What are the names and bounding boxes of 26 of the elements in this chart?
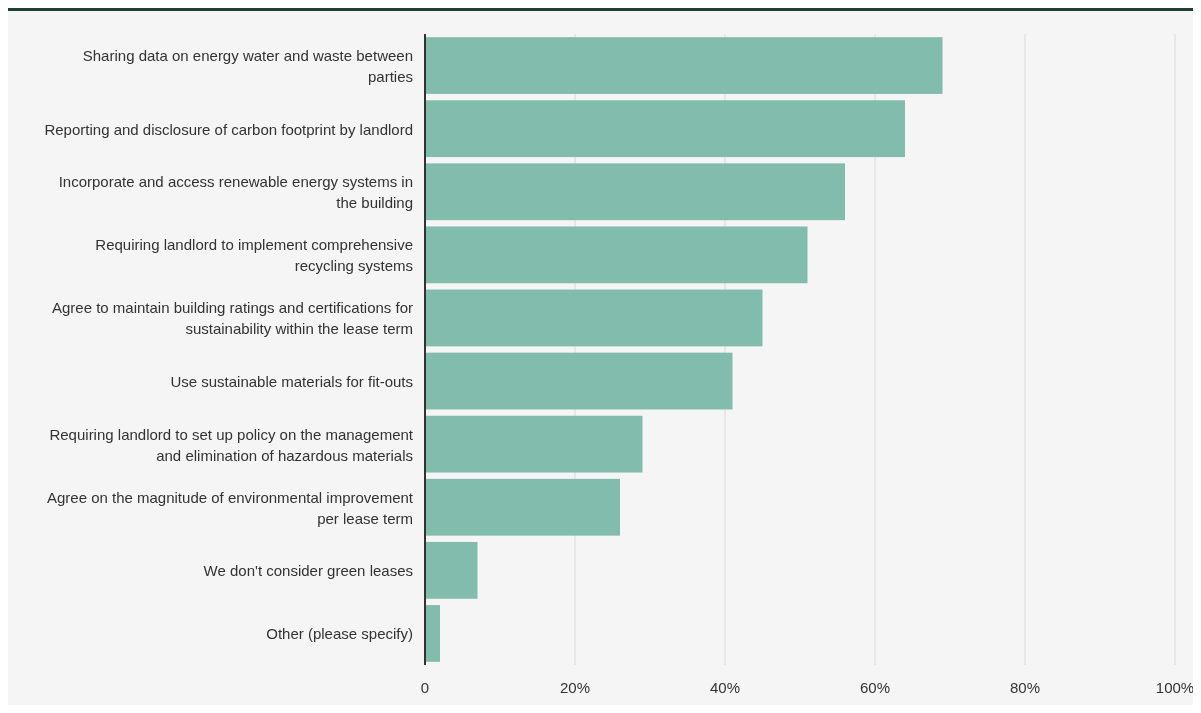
bar — [425, 163, 845, 221]
y-tick-label: Use sustainable materials for fit-outs — [170, 372, 413, 390]
y-tick-label: Sharing data on energy water and waste between parties — [82, 46, 413, 85]
x-tick-label: 100% — [1155, 679, 1195, 696]
bar — [425, 289, 763, 347]
y-tick-label: Reporting and disclosure of carbon footprint by landlord — [44, 120, 413, 138]
y-tick-label: Other (please specify) — [266, 624, 413, 642]
bar — [425, 478, 620, 536]
y-tick-label: Agree to maintain building ratings and certifications for sustainability within the lease term — [51, 298, 413, 337]
y-tick-label: We don't consider green leases — [203, 561, 413, 579]
x-tick-label: 40% — [709, 679, 741, 696]
x-tick-label: 0 — [420, 679, 430, 696]
y-tick-label: Requiring landlord to set up policy on the management and elimination of hazardous materials — [49, 425, 414, 464]
bar — [425, 226, 808, 284]
bar — [425, 605, 440, 662]
x-tick-label: 60% — [859, 679, 891, 696]
bar — [425, 352, 733, 410]
bar — [425, 100, 905, 158]
bar — [425, 37, 943, 94]
y-tick-label: Incorporate and access renewable energy systems in the building — [58, 172, 413, 211]
x-tick-label: 20% — [559, 679, 591, 696]
bar — [425, 415, 643, 473]
bar — [425, 541, 478, 599]
y-tick-label: Requiring landlord to implement comprehensive recycling systems — [95, 235, 413, 274]
y-tick-label: Agree on the magnitude of environmental improvement per lease term — [46, 488, 414, 527]
x-tick-label: 80% — [1009, 679, 1041, 696]
